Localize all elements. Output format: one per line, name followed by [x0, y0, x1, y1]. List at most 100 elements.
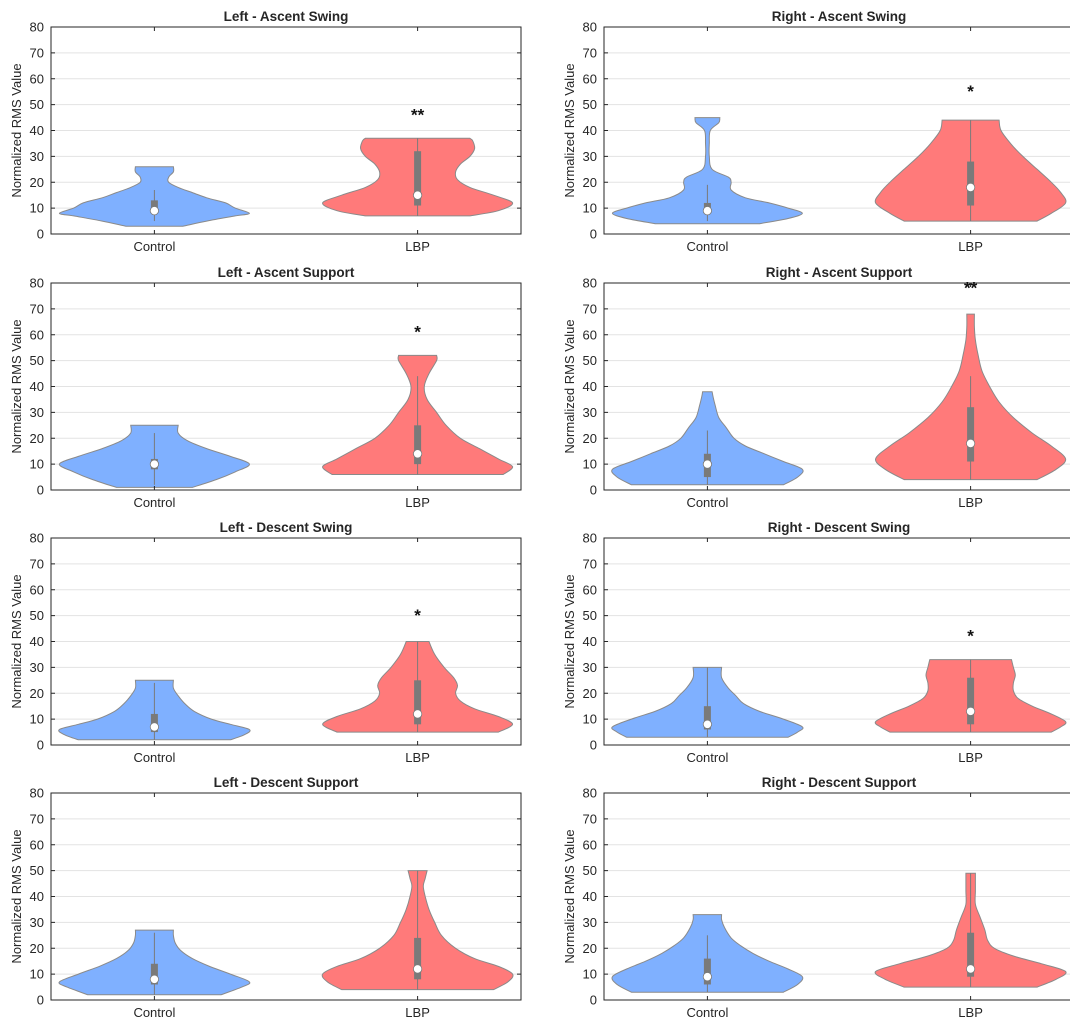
x-tick-label-control: Control [686, 239, 728, 254]
y-tick-label: 60 [583, 71, 597, 86]
y-tick-label: 80 [30, 276, 44, 291]
median-point-control [149, 722, 159, 732]
y-tick-label: 30 [30, 915, 44, 930]
y-axis-label: Normalized RMS Value [562, 319, 577, 453]
y-tick-label: 0 [37, 227, 44, 242]
y-tick-label: 20 [30, 175, 44, 190]
y-tick-label: 30 [583, 915, 597, 930]
chart-panel-7: 0 10 20 30 40 50 60 70 80 Control LBP Left - Descen… [9, 775, 522, 1020]
x-tick-label-lbp: LBP [958, 239, 983, 254]
x-tick-label-control: Control [133, 1005, 175, 1020]
y-tick-label: 40 [30, 123, 44, 138]
y-tick-label: 10 [583, 201, 597, 216]
median-point-control [702, 719, 713, 729]
y-tick-label: 10 [583, 967, 597, 982]
iqr-box-lbp [414, 151, 422, 206]
significance-marker: * [967, 82, 974, 101]
x-tick-label-lbp: LBP [958, 495, 983, 510]
x-tick-label-control: Control [686, 495, 728, 510]
y-tick-label: 30 [30, 405, 44, 420]
y-tick-label: 0 [590, 483, 597, 498]
y-tick-label: 0 [590, 227, 597, 242]
y-tick-label: 70 [583, 45, 597, 60]
median-point-lbp [412, 449, 423, 459]
y-tick-label: 30 [583, 660, 597, 675]
x-tick-label-control: Control [133, 239, 175, 254]
y-tick-label: 80 [583, 20, 597, 35]
y-tick-label: 10 [583, 712, 597, 727]
chart-title: Right - Descent Swing [768, 520, 911, 535]
chart-panel-4: 0 10 20 30 40 50 60 70 80 Control LBP Right - Ascen… [562, 265, 1070, 510]
y-tick-label: 30 [30, 149, 44, 164]
y-tick-label: 40 [30, 889, 44, 904]
significance-marker: * [414, 606, 421, 625]
y-tick-label: 10 [30, 201, 44, 216]
iqr-box-control [703, 958, 711, 985]
y-tick-label: 70 [30, 556, 44, 571]
y-tick-label: 50 [583, 608, 597, 623]
significance-marker: ** [411, 105, 425, 124]
x-tick-label-lbp: LBP [405, 750, 430, 765]
y-tick-label: 50 [30, 353, 44, 368]
chart-title: Left - Descent Swing [220, 520, 353, 535]
y-tick-label: 80 [583, 786, 597, 801]
median-point-lbp [412, 709, 423, 719]
chart-panel-1: 0 10 20 30 40 50 60 70 80 Control LBP Left - Ascent… [9, 9, 522, 254]
y-tick-label: 20 [30, 686, 44, 701]
median-point-control [702, 459, 713, 469]
y-tick-label: 40 [30, 379, 44, 394]
y-tick-label: 40 [30, 634, 44, 649]
median-point-control [702, 206, 713, 216]
iqr-box-lbp [967, 677, 975, 725]
y-axis-label: Normalized RMS Value [562, 63, 577, 197]
y-tick-label: 30 [30, 660, 44, 675]
median-point-lbp [965, 706, 976, 716]
y-tick-label: 0 [590, 993, 597, 1008]
y-tick-label: 80 [583, 531, 597, 546]
y-axis-label: Normalized RMS Value [562, 574, 577, 708]
y-tick-label: 20 [583, 431, 597, 446]
x-tick-label-control: Control [686, 1005, 728, 1020]
y-tick-label: 60 [30, 71, 44, 86]
y-tick-label: 20 [30, 431, 44, 446]
y-tick-label: 70 [583, 301, 597, 316]
y-tick-label: 20 [583, 941, 597, 956]
median-point-control [149, 459, 159, 469]
y-tick-label: 70 [583, 556, 597, 571]
axes-frame [603, 537, 1070, 746]
chart-title: Right - Descent Support [762, 775, 917, 790]
chart-panel-6: 0 10 20 30 40 50 60 70 80 Control LBP Right - Desce… [562, 520, 1070, 765]
y-tick-label: 50 [583, 863, 597, 878]
x-tick-label-control: Control [686, 750, 728, 765]
median-point-control [149, 974, 159, 984]
y-tick-label: 50 [583, 353, 597, 368]
significance-marker: * [414, 323, 421, 342]
violin-control [611, 117, 803, 225]
chart-panel-5: 0 10 20 30 40 50 60 70 80 Control LBP Left - Descen… [9, 520, 522, 765]
y-tick-label: 60 [583, 327, 597, 342]
y-tick-label: 10 [30, 457, 44, 472]
y-tick-label: 0 [590, 738, 597, 753]
y-tick-label: 50 [30, 608, 44, 623]
y-tick-label: 60 [30, 582, 44, 597]
x-tick-label-lbp: LBP [405, 239, 430, 254]
y-tick-label: 20 [583, 175, 597, 190]
y-tick-label: 40 [583, 123, 597, 138]
median-point-lbp [965, 438, 976, 449]
chart-title: Left - Descent Support [214, 775, 359, 790]
y-tick-label: 10 [30, 967, 44, 982]
median-point-lbp [965, 182, 976, 193]
y-tick-label: 50 [30, 97, 44, 112]
chart-panel-2: 0 10 20 30 40 50 60 70 80 Control LBP Right - Ascen… [562, 9, 1070, 254]
y-tick-label: 40 [583, 379, 597, 394]
iqr-box-lbp [967, 932, 975, 977]
y-tick-label: 60 [30, 837, 44, 852]
x-tick-label-lbp: LBP [405, 495, 430, 510]
median-point-lbp [412, 964, 423, 974]
y-axis-label: Normalized RMS Value [9, 63, 24, 197]
y-axis-label: Normalized RMS Value [9, 319, 24, 453]
axes-frame [603, 792, 1070, 1001]
iqr-box-lbp [967, 407, 975, 462]
chart-panel-3: 0 10 20 30 40 50 60 70 80 Control LBP Left - Ascent… [9, 265, 522, 510]
y-tick-label: 40 [583, 634, 597, 649]
